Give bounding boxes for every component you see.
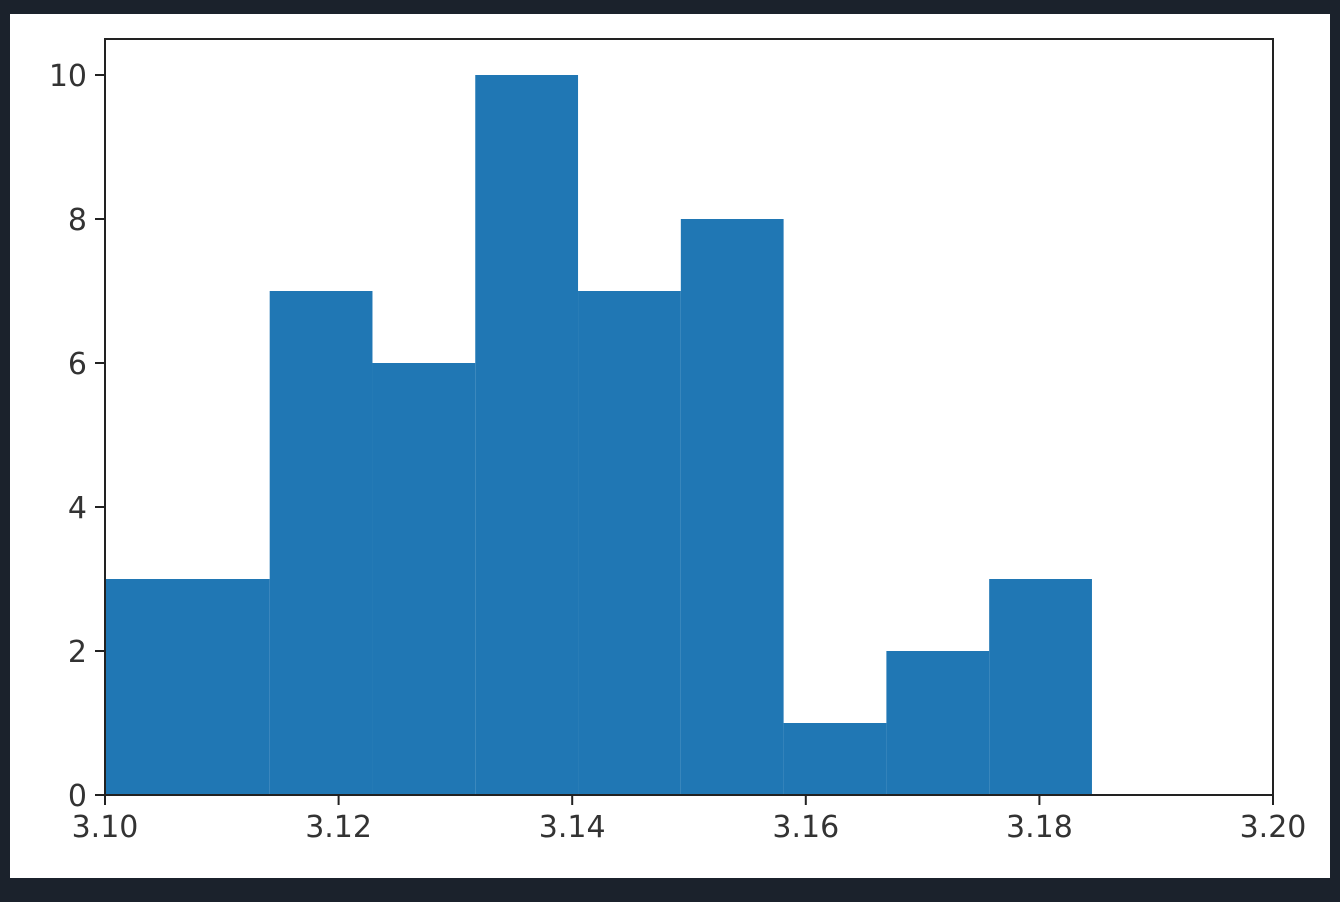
x-tick-label: 3.10 <box>72 810 139 845</box>
histogram-bar <box>989 579 1092 795</box>
histogram-bar <box>372 363 476 795</box>
y-tick-label: 0 <box>68 779 87 814</box>
histogram-bar <box>783 723 887 795</box>
histogram-bar <box>578 291 681 795</box>
bars-group <box>105 75 1092 795</box>
x-tick-label: 3.12 <box>305 810 372 845</box>
x-axis-ticks: 3.10 3.12 3.14 3.16 3.18 3.20 <box>72 795 1307 845</box>
axes-frame <box>104 38 1274 796</box>
x-tick-label: 3.14 <box>539 810 606 845</box>
y-tick-label: 4 <box>68 491 87 526</box>
x-tick-label: 3.20 <box>1240 810 1307 845</box>
y-tick-label: 2 <box>68 635 87 670</box>
histogram-bar <box>886 651 990 795</box>
chart-figure: 3.10 3.12 3.14 3.16 3.18 3.20 0 2 4 6 8 10 <box>10 14 1330 878</box>
y-axis-ticks: 0 2 4 6 8 10 <box>49 59 105 814</box>
y-tick-label: 10 <box>49 59 87 94</box>
histogram-chart: 3.10 3.12 3.14 3.16 3.18 3.20 0 2 4 6 8 10 <box>49 38 1307 845</box>
x-tick-label: 3.16 <box>772 810 839 845</box>
y-tick-label: 8 <box>68 203 87 238</box>
y-tick-label: 6 <box>68 347 87 382</box>
histogram-bar <box>475 75 579 795</box>
histogram-bar <box>105 579 270 795</box>
histogram-bar <box>269 291 373 795</box>
x-tick-label: 3.18 <box>1006 810 1073 845</box>
histogram-bar <box>680 219 784 795</box>
